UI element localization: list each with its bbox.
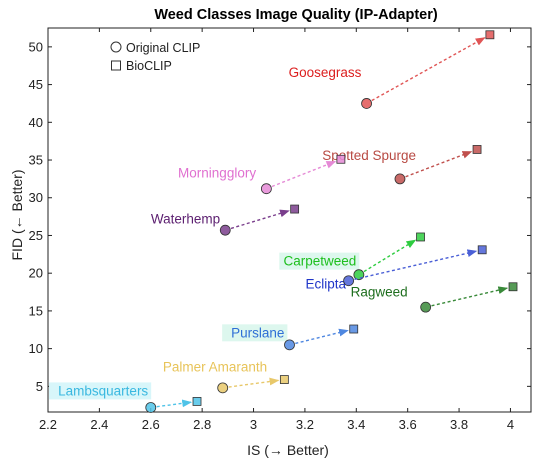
legend-square-marker [111, 60, 121, 71]
point-original-clip-goosegrass [361, 98, 372, 109]
series-label-waterhemp: Waterhemp [151, 211, 220, 226]
arrow-palmer-amaranth [228, 377, 280, 388]
y-tick-label: 25 [29, 228, 43, 243]
point-original-clip-waterhemp [219, 224, 231, 236]
arrow-purslane [295, 328, 349, 345]
arrow-carpetweed [363, 239, 417, 273]
y-tick-label: 5 [36, 379, 43, 394]
x-tick-label: 2.2 [39, 417, 57, 432]
point-bioclip-carpetweed [416, 232, 425, 242]
series-label-purslane: Purslane [231, 325, 284, 340]
series-label-spotted-spurge: Spotted Spurge [322, 148, 416, 163]
series-label-bg-lambsquarters [48, 382, 152, 400]
x-tick-label: 3.6 [399, 417, 417, 432]
arrow-lambsquarters [156, 399, 193, 408]
point-original-clip-palmer-amaranth [217, 382, 229, 394]
legend: Original CLIP BioCLIP [102, 36, 228, 77]
legend-label-bioclip: BioCLIP [126, 59, 172, 73]
y-tick-label: 35 [29, 153, 43, 168]
x-tick-label: 2.4 [90, 417, 108, 432]
point-bioclip-ragweed [508, 282, 518, 292]
x-axis-label: IS (→ Better) [247, 442, 329, 458]
y-tick-label: 45 [29, 77, 43, 92]
y-tick-label: 50 [29, 39, 43, 54]
series-label-eclipta: Eclipta [305, 276, 346, 291]
point-original-clip-ragweed [420, 301, 432, 313]
x-tick-label: 3.2 [296, 417, 314, 432]
point-original-clip-morningglory [260, 183, 272, 195]
arrow-waterhemp [230, 209, 290, 230]
arrow-eclipta [354, 249, 478, 281]
x-tick-label: 3.8 [450, 417, 468, 432]
y-tick-label: 10 [29, 341, 43, 356]
point-original-clip-lambsquarters [145, 402, 157, 413]
series-label-morningglory: Morningglory [178, 165, 256, 180]
point-original-clip-eclipta [343, 275, 354, 287]
point-bioclip-waterhemp [290, 204, 300, 214]
point-bioclip-lambsquarters [192, 397, 202, 406]
point-bioclip-palmer-amaranth [279, 375, 289, 384]
series-label-bg-carpetweed [279, 252, 360, 270]
series-label-bg-purslane [222, 324, 288, 342]
plot-frame [47, 27, 532, 413]
point-bioclip-morningglory [336, 154, 346, 164]
point-bioclip-purslane [349, 324, 359, 334]
legend-box [102, 36, 228, 77]
plot-area: 2.2 2.4 2.6 2.8 3 3.2 3.4 3.6 3.8 451015202530354… [29, 27, 532, 432]
point-bioclip-spotted-spurge [472, 145, 482, 154]
x-tick-label: 2.8 [193, 417, 211, 432]
x-tick-label: 4 [507, 417, 514, 432]
y-axis-label: FID (← Better) [9, 169, 25, 260]
point-bioclip-eclipta [477, 245, 487, 255]
x-tick-label: 3 [250, 417, 257, 432]
x-tick-label: 3.4 [347, 417, 365, 432]
arrow-spotted-spurge [405, 150, 473, 178]
y-tick-label: 20 [29, 266, 43, 281]
x-tick-label: 2.6 [142, 417, 160, 432]
y-tick-label: 40 [29, 115, 43, 130]
legend-label-original-clip: Original CLIP [126, 41, 200, 55]
series-label-lambsquarters: Lambsquarters [58, 383, 148, 398]
point-original-clip-spotted-spurge [394, 173, 406, 185]
series-label-palmer-amaranth: Palmer Amaranth [163, 359, 267, 374]
point-bioclip-goosegrass [485, 30, 495, 40]
y-tick-label: 30 [29, 190, 43, 205]
series-label-ragweed: Ragweed [351, 285, 408, 300]
series-label-goosegrass: Goosegrass [289, 65, 362, 80]
point-original-clip-purslane [284, 339, 295, 351]
arrow-morningglory [271, 160, 337, 188]
arrow-ragweed [431, 286, 509, 307]
legend-circle-marker [110, 41, 122, 53]
y-tick-label: 15 [29, 303, 43, 318]
series-label-carpetweed: Carpetweed [284, 254, 357, 269]
chart-title: Weed Classes Image Quality (IP-Adapter) [154, 7, 438, 23]
